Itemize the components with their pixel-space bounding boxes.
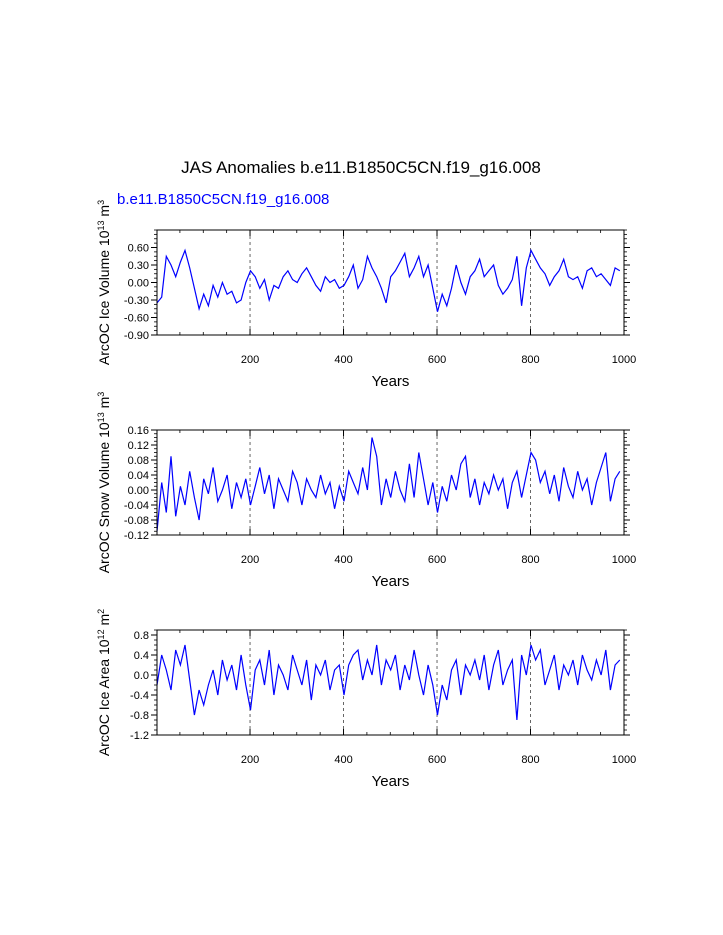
x-tick-label: 400	[334, 554, 352, 566]
x-tick-label: 800	[521, 354, 539, 366]
x-tick-label: 400	[334, 354, 352, 366]
y-tick-label: 0.8	[134, 630, 149, 642]
x-tick-label: 600	[428, 754, 446, 766]
y-tick-label: 0.30	[128, 260, 149, 272]
y-tick-label: -0.30	[124, 295, 149, 307]
plot-frame	[156, 429, 625, 536]
y-tick-label: -0.08	[124, 515, 149, 527]
x-tick-label: 800	[521, 754, 539, 766]
y-axis-label-part: 2	[96, 609, 106, 614]
y-tick-label: 0.16	[128, 425, 149, 437]
plot-frame	[156, 629, 625, 736]
y-axis-label-part: 3	[96, 200, 106, 205]
plot-frame	[156, 229, 625, 336]
y-axis-label-part: m	[96, 397, 112, 413]
y-tick-label: -0.12	[124, 530, 149, 542]
panel-ice-volume: 200 400 600 800 1000 -0.90 -0.60 -0.30 0.00 0.30 0…	[96, 200, 636, 390]
y-axis-label: ArcOC Snow Volume 1013 m3	[96, 392, 112, 574]
series-line	[157, 644, 621, 721]
x-tick-label: 200	[241, 554, 259, 566]
x-tick-label: 600	[428, 354, 446, 366]
y-tick-label: -0.60	[124, 313, 149, 325]
x-axis-label: Years	[372, 573, 410, 590]
panel-snow-volume: 200 400 600 800 1000 -0.12 -0.08 -0.04 0.00 0.04 0…	[96, 392, 636, 590]
y-axis-label-part: ArcOC Snow Volume 10	[96, 422, 112, 573]
y-tick-label: -1.2	[130, 730, 149, 742]
y-tick-label: 0.00	[128, 278, 149, 290]
x-tick-label: 800	[521, 554, 539, 566]
y-axis-label-part: ArcOC Ice Volume 10	[96, 230, 112, 365]
y-axis-label-part: 12	[96, 629, 106, 639]
series-line	[157, 437, 621, 532]
x-tick-label: 400	[334, 754, 352, 766]
y-tick-label: 0.0	[134, 670, 149, 682]
x-tick-label: 1000	[612, 754, 636, 766]
x-tick-label: 1000	[612, 354, 636, 366]
y-tick-label: -0.04	[124, 500, 149, 512]
x-tick-label: 600	[428, 554, 446, 566]
y-tick-label: 0.08	[128, 455, 149, 467]
y-tick-label: 0.00	[128, 485, 149, 497]
y-axis-label-part: 13	[96, 412, 106, 422]
y-axis-label-part: 3	[96, 392, 106, 397]
y-tick-label: 0.60	[128, 243, 149, 255]
chart-panels: 200 400 600 800 1000 -0.90 -0.60 -0.30 0.00 0.30 0…	[96, 200, 636, 790]
y-tick-label: 0.12	[128, 440, 149, 452]
x-axis-label: Years	[372, 373, 410, 390]
y-axis-label-part: m	[96, 205, 112, 221]
chart-title: JAS Anomalies b.e11.B1850C5CN.f19_g16.00…	[181, 158, 541, 177]
series-line	[157, 248, 621, 312]
y-tick-label: -0.8	[130, 710, 149, 722]
x-axis-label: Years	[372, 773, 410, 790]
panel-ice-area: 200 400 600 800 1000 -1.2 -0.8 -0.4 0.0 0.4 0.8 Yea…	[96, 609, 636, 790]
x-tick-label: 200	[241, 354, 259, 366]
y-tick-label: -0.4	[130, 690, 149, 702]
y-axis-label-part: ArcOC Ice Area 10	[96, 639, 112, 756]
x-tick-label: 1000	[612, 554, 636, 566]
y-tick-label: 0.04	[128, 470, 149, 482]
y-tick-label: 0.4	[134, 650, 149, 662]
y-axis-label-part: m	[96, 614, 112, 630]
y-axis-label: ArcOC Ice Area 1012 m2	[96, 609, 112, 756]
chart-subtitle: b.e11.B1850C5CN.f19_g16.008	[117, 191, 329, 208]
x-tick-label: 200	[241, 754, 259, 766]
y-axis-label: ArcOC Ice Volume 1013 m3	[96, 200, 112, 365]
y-tick-label: -0.90	[124, 330, 149, 342]
y-axis-label-part: 13	[96, 220, 106, 230]
